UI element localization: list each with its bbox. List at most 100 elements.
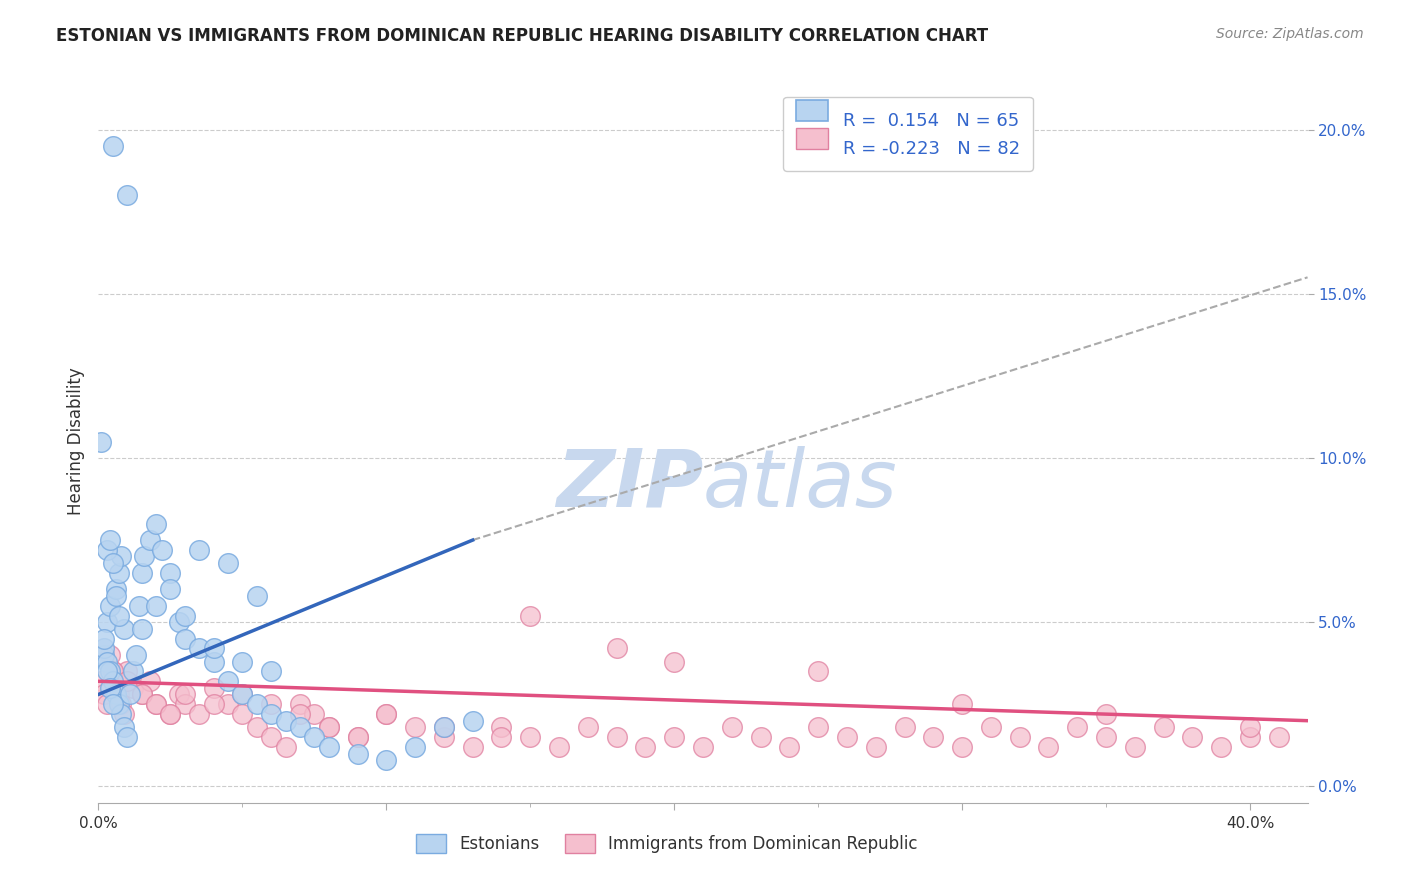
Point: [104, 687, 127, 701]
Point: [288, 698, 311, 712]
Point: [260, 730, 283, 744]
Point: [346, 747, 368, 761]
Point: [115, 674, 138, 689]
Point: [576, 720, 599, 734]
Point: [122, 665, 145, 679]
Point: [131, 687, 153, 701]
Point: [107, 698, 129, 712]
Point: [104, 582, 127, 597]
Point: [98, 599, 121, 613]
Point: [346, 730, 368, 744]
Point: [145, 698, 167, 712]
Point: [664, 655, 686, 669]
Point: [96, 542, 118, 557]
Point: [318, 739, 340, 754]
Point: [246, 720, 269, 734]
Point: [922, 730, 945, 744]
Point: [231, 707, 253, 722]
Point: [159, 566, 181, 580]
Point: [104, 589, 127, 603]
Point: [90, 674, 112, 689]
Point: [246, 698, 269, 712]
Point: [110, 549, 132, 564]
Point: [1008, 730, 1031, 744]
Point: [807, 720, 830, 734]
Point: [980, 720, 1002, 734]
Point: [107, 687, 129, 701]
Point: [231, 687, 253, 701]
Point: [274, 739, 297, 754]
Point: [96, 615, 118, 630]
Point: [778, 739, 800, 754]
Point: [720, 720, 742, 734]
Point: [131, 566, 153, 580]
Point: [749, 730, 772, 744]
Point: [519, 608, 541, 623]
Point: [101, 665, 124, 679]
Point: [107, 566, 129, 580]
Point: [664, 730, 686, 744]
Point: [98, 648, 121, 662]
Point: [101, 556, 124, 570]
Point: [90, 434, 112, 449]
Point: [93, 641, 115, 656]
Point: [188, 641, 211, 656]
Point: [101, 665, 124, 679]
Point: [217, 674, 239, 689]
Point: [548, 739, 571, 754]
Point: [231, 655, 253, 669]
Point: [865, 739, 887, 754]
Point: [692, 739, 714, 754]
Point: [1239, 730, 1261, 744]
Point: [139, 533, 162, 547]
Point: [346, 730, 368, 744]
Point: [318, 720, 340, 734]
Point: [606, 730, 628, 744]
Point: [125, 648, 148, 662]
Y-axis label: Hearing Disability: Hearing Disability: [66, 368, 84, 516]
Point: [98, 533, 121, 547]
Point: [173, 687, 195, 701]
Point: [112, 707, 135, 722]
Point: [375, 707, 398, 722]
Point: [404, 720, 426, 734]
Point: [491, 730, 513, 744]
Text: 0.0%: 0.0%: [79, 816, 118, 830]
Point: [159, 707, 181, 722]
Point: [1211, 739, 1233, 754]
Point: [122, 681, 145, 695]
Point: [1095, 730, 1118, 744]
Point: [606, 641, 628, 656]
Point: [131, 687, 153, 701]
Point: [159, 582, 181, 597]
Point: [145, 698, 167, 712]
Point: [145, 599, 167, 613]
Point: [404, 739, 426, 754]
Point: [1268, 730, 1291, 744]
Point: [375, 707, 398, 722]
Point: [110, 698, 132, 712]
Point: [433, 720, 456, 734]
Point: [96, 665, 118, 679]
Point: [128, 599, 150, 613]
Point: [96, 655, 118, 669]
Point: [115, 730, 138, 744]
Point: [304, 730, 326, 744]
Point: [231, 687, 253, 701]
Point: [101, 674, 124, 689]
Point: [835, 730, 858, 744]
Point: [1066, 720, 1088, 734]
Text: Source: ZipAtlas.com: Source: ZipAtlas.com: [1216, 27, 1364, 41]
Point: [1181, 730, 1204, 744]
Text: atlas: atlas: [703, 446, 898, 524]
Point: [202, 681, 225, 695]
Point: [202, 698, 225, 712]
Point: [159, 707, 181, 722]
Point: [260, 707, 283, 722]
Point: [217, 556, 239, 570]
Point: [375, 753, 398, 767]
Point: [104, 674, 127, 689]
Point: [101, 139, 124, 153]
Point: [950, 698, 973, 712]
Point: [115, 665, 138, 679]
